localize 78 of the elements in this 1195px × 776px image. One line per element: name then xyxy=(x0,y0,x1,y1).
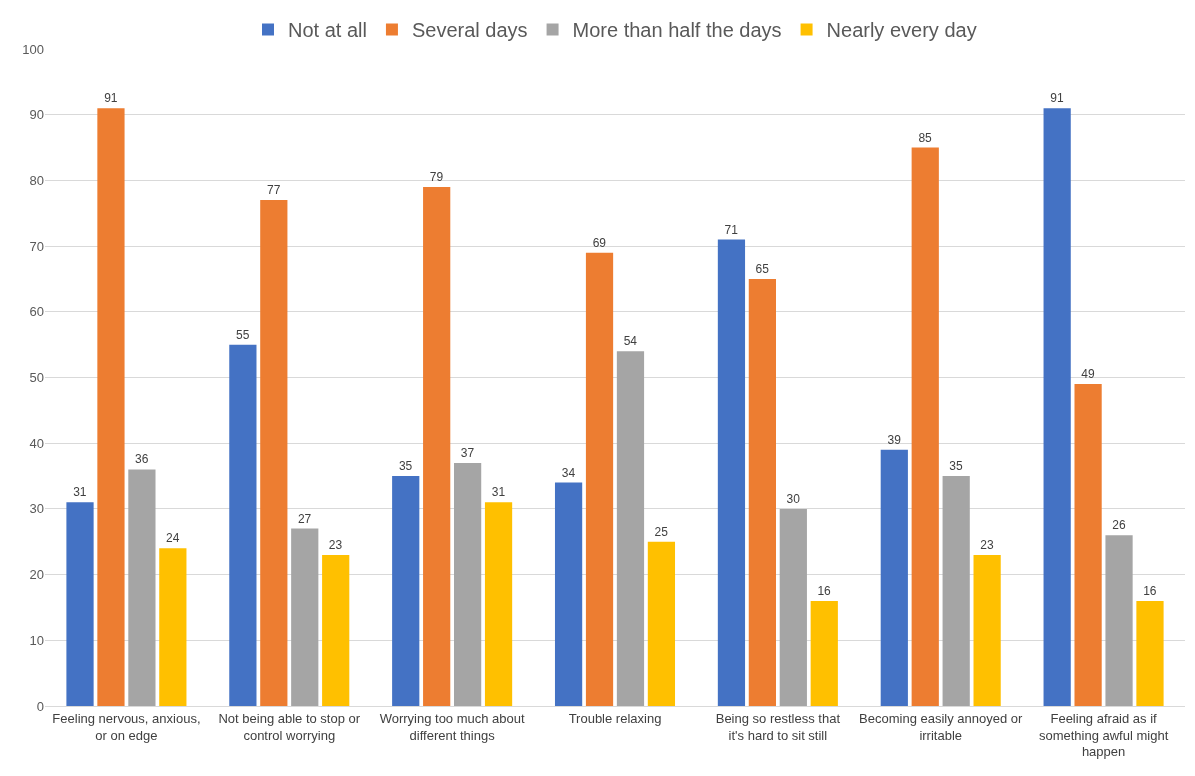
bar xyxy=(454,462,482,706)
data-label: 31 xyxy=(73,485,87,500)
bar xyxy=(616,351,645,706)
data-label: 35 xyxy=(949,459,964,474)
bar xyxy=(66,502,94,706)
x-tick-label: Not being able to stop or control worrying xyxy=(218,710,361,743)
bar xyxy=(647,541,676,706)
bar xyxy=(128,469,156,706)
data-label: 37 xyxy=(460,445,475,460)
data-label: 77 xyxy=(266,183,281,198)
bar xyxy=(748,278,776,706)
data-label: 36 xyxy=(135,452,149,467)
data-label: 23 xyxy=(328,537,343,552)
data-label: 16 xyxy=(1143,583,1157,598)
bar xyxy=(1074,384,1102,706)
bar xyxy=(260,200,288,706)
bar xyxy=(717,239,746,706)
data-label: 34 xyxy=(561,465,576,480)
x-tick-label: Feeling nervous, anxious, or on edge xyxy=(52,710,201,743)
data-label: 39 xyxy=(887,432,902,447)
y-tick-label: 0 xyxy=(36,698,44,714)
legend-label: More than half the days xyxy=(572,19,782,42)
bar xyxy=(554,482,583,706)
bar xyxy=(973,554,1001,706)
y-tick-label: 40 xyxy=(29,435,44,451)
data-label: 65 xyxy=(755,261,770,276)
bar xyxy=(1105,535,1133,706)
data-label: 49 xyxy=(1081,367,1095,382)
data-label: 31 xyxy=(491,485,506,500)
y-tick-label: 30 xyxy=(29,501,44,517)
bar xyxy=(585,252,614,706)
data-label: 24 xyxy=(166,531,180,546)
x-tick-label: Becoming easily annoyed or irritable xyxy=(859,710,1024,743)
legend-label: Nearly every day xyxy=(826,19,977,42)
bar xyxy=(779,508,807,706)
y-tick-label: 60 xyxy=(29,304,44,320)
legend-label: Not at all xyxy=(288,19,367,42)
bar xyxy=(97,108,125,706)
bar xyxy=(942,476,970,706)
data-label: 35 xyxy=(398,459,413,474)
data-label: 71 xyxy=(724,222,739,237)
data-label: 55 xyxy=(236,327,250,342)
data-label: 69 xyxy=(592,235,607,250)
y-tick-label: 70 xyxy=(29,238,44,254)
bar xyxy=(229,344,257,706)
y-tick-label: 10 xyxy=(29,632,44,648)
data-label: 79 xyxy=(429,169,444,184)
bar xyxy=(1136,600,1164,706)
y-tick-label: 50 xyxy=(29,370,44,386)
y-tick-label: 20 xyxy=(29,567,44,583)
data-label: 85 xyxy=(918,130,933,145)
bar xyxy=(1043,108,1071,706)
x-tick-label: Being so restless that it's hard to sit still xyxy=(715,710,841,743)
x-tick-label: Trouble relaxing xyxy=(568,710,662,726)
bar xyxy=(159,548,187,706)
data-label: 25 xyxy=(654,524,669,539)
data-label: 30 xyxy=(786,491,801,506)
data-label: 91 xyxy=(104,91,118,106)
y-tick-label: 100 xyxy=(22,41,44,57)
bar xyxy=(291,528,319,706)
x-tick-label: Worrying too much about different things xyxy=(379,710,526,743)
data-label: 54 xyxy=(623,334,638,349)
bar xyxy=(911,147,939,706)
bar xyxy=(880,449,908,706)
data-label: 91 xyxy=(1050,91,1064,106)
bar xyxy=(484,502,513,706)
data-label: 23 xyxy=(980,537,994,552)
bar xyxy=(392,476,420,706)
bar xyxy=(810,600,838,706)
y-tick-label: 90 xyxy=(29,107,44,123)
x-tick-label: Feeling afraid as if something awful might happen xyxy=(1038,710,1169,760)
y-tick-label: 80 xyxy=(29,172,44,188)
data-label: 27 xyxy=(297,511,312,526)
bar xyxy=(423,186,451,706)
bar xyxy=(322,554,350,706)
legend-label: Several days xyxy=(411,19,528,42)
data-label: 16 xyxy=(817,583,832,598)
data-label: 26 xyxy=(1112,518,1126,533)
